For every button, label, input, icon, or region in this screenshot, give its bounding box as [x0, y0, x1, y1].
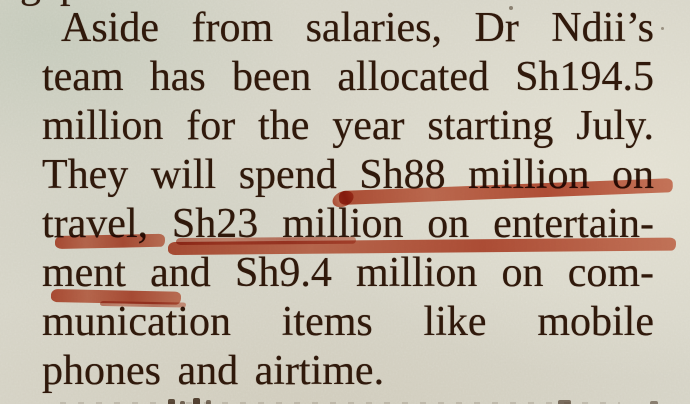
text-line-8: phones and airtime.	[42, 348, 385, 394]
cropped-text-fragment	[206, 400, 211, 404]
ink-speck	[509, 6, 513, 10]
text-line-2: team has been allocated Sh194.5	[42, 54, 654, 100]
cropped-text-fragment	[193, 398, 200, 404]
ink-speck	[661, 27, 664, 30]
cropped-text-fragment	[558, 400, 571, 404]
cropped-text-fragment	[180, 401, 185, 404]
text-line-6: ment and Sh9.4 million on com-	[42, 250, 654, 296]
cropped-letter-p: p	[60, 0, 81, 9]
cropped-line-below	[60, 402, 620, 404]
cropped-letter-g: g	[20, 0, 41, 9]
cropped-text-fragment	[168, 399, 175, 404]
red-marker-underline-travel	[54, 233, 166, 249]
cropped-text-fragment	[650, 401, 658, 404]
cropped-line-above: g p	[16, 0, 156, 11]
text-line-1: Aside from salaries, Dr Ndii’s	[61, 5, 654, 51]
red-marker-stroke-overlap	[175, 236, 357, 245]
text-line-3: million for the year starting July.	[42, 103, 654, 149]
